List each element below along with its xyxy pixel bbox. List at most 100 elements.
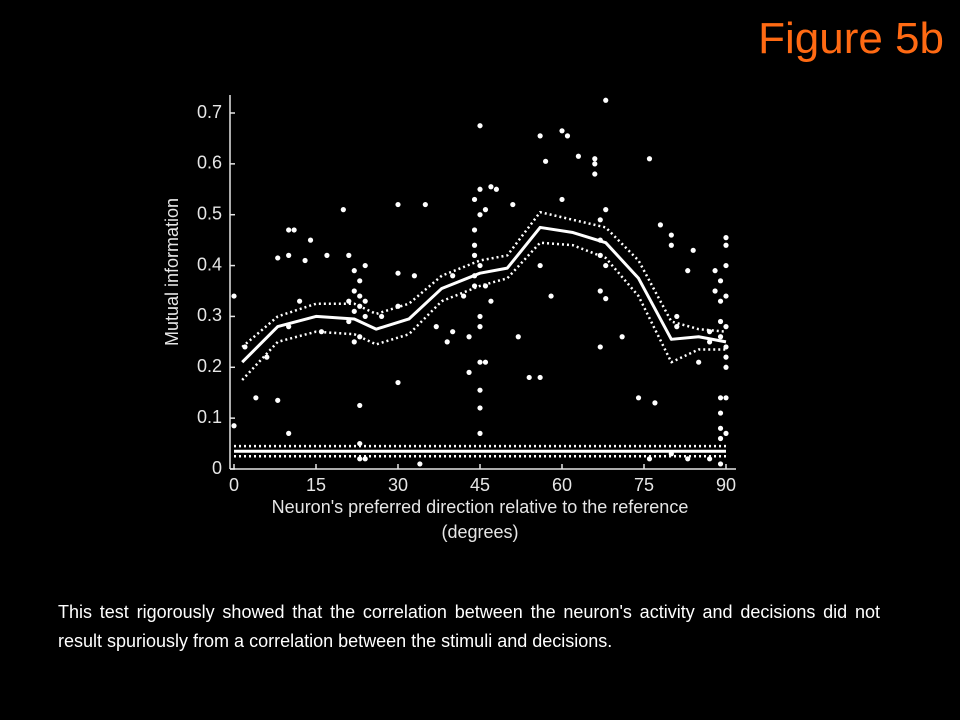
x-tick-label: 60 (552, 475, 572, 495)
data-point (471, 252, 478, 258)
data-point (471, 196, 478, 203)
data-point (597, 288, 603, 294)
data-point (351, 268, 357, 274)
data-point (564, 133, 571, 139)
data-point (696, 359, 702, 365)
data-point (597, 217, 603, 223)
data-point (362, 298, 368, 304)
data-point (286, 430, 292, 436)
data-point (592, 171, 598, 177)
data-point (717, 410, 724, 416)
data-point (291, 227, 297, 233)
data-point (362, 456, 368, 462)
data-point (357, 456, 363, 462)
data-point (466, 369, 472, 375)
data-point (357, 278, 363, 284)
data-point (592, 156, 598, 162)
y-tick-label: 0.2 (197, 356, 222, 376)
data-point (433, 324, 439, 330)
data-point (286, 252, 292, 258)
data-point (471, 242, 478, 248)
y-axis-label: Mutual information (162, 198, 182, 346)
data-point (307, 237, 314, 243)
data-point (690, 247, 696, 253)
data-point (417, 461, 423, 467)
x-tick-label: 0 (229, 475, 239, 495)
data-point (717, 298, 724, 304)
data-point (723, 293, 729, 299)
data-point (723, 242, 729, 248)
data-point (603, 296, 609, 302)
data-point (411, 273, 417, 279)
data-point (379, 313, 385, 320)
data-point (493, 186, 499, 192)
data-point (603, 97, 609, 103)
data-point (395, 201, 401, 208)
data-point (723, 395, 729, 401)
data-point (488, 298, 494, 304)
x-axis-label: (degrees) (441, 522, 518, 542)
data-point (477, 324, 483, 330)
data-point (685, 268, 691, 274)
data-point (717, 278, 724, 284)
data-point (471, 227, 478, 233)
x-tick-label: 15 (306, 475, 326, 495)
chart: Mutual information Neuron's preferred di… (162, 95, 736, 542)
data-point (537, 262, 543, 269)
data-point (482, 359, 489, 365)
data-point (450, 273, 456, 279)
data-point (723, 364, 729, 370)
data-point (351, 308, 357, 314)
data-point (717, 318, 724, 325)
data-point (548, 293, 554, 299)
x-tick-label: 75 (634, 475, 654, 495)
data-point (668, 242, 674, 248)
data-point (395, 270, 401, 276)
data-point (482, 207, 489, 213)
data-point (231, 293, 237, 299)
data-point (286, 227, 292, 233)
data-point (635, 395, 642, 401)
data-point (723, 430, 729, 436)
data-point (422, 201, 428, 208)
data-point (537, 374, 543, 381)
data-point (575, 153, 582, 159)
data-point (559, 128, 565, 134)
data-point (357, 440, 363, 447)
data-point (477, 359, 483, 365)
data-point (477, 186, 483, 192)
data-point (253, 395, 259, 401)
y-tick-label: 0.6 (197, 153, 222, 173)
y-tick-label: 0 (212, 458, 222, 478)
dotted-line (241, 241, 726, 381)
data-point (466, 334, 472, 340)
y-tick-label: 0.4 (197, 254, 222, 274)
data-point (592, 161, 598, 167)
caption: This test rigorously showed that the cor… (58, 602, 880, 651)
data-point (264, 354, 270, 360)
x-tick-label: 30 (388, 475, 408, 495)
data-point (357, 402, 363, 409)
data-point (488, 184, 494, 190)
data-point (668, 232, 674, 238)
data-point (543, 158, 549, 164)
data-point (351, 288, 357, 294)
data-point (444, 339, 450, 345)
data-point (302, 257, 308, 264)
data-point (526, 374, 532, 381)
data-point (275, 255, 281, 261)
data-point (395, 379, 401, 386)
x-tick-label: 45 (470, 475, 490, 495)
data-point (723, 324, 729, 330)
data-point (362, 313, 368, 320)
data-point (340, 207, 346, 213)
data-point (712, 288, 718, 294)
data-point (603, 207, 609, 213)
data-point (477, 430, 483, 436)
data-point (537, 133, 543, 139)
data-point (275, 397, 281, 403)
data-point (723, 235, 729, 241)
data-point (717, 461, 724, 467)
data-point (603, 262, 609, 269)
